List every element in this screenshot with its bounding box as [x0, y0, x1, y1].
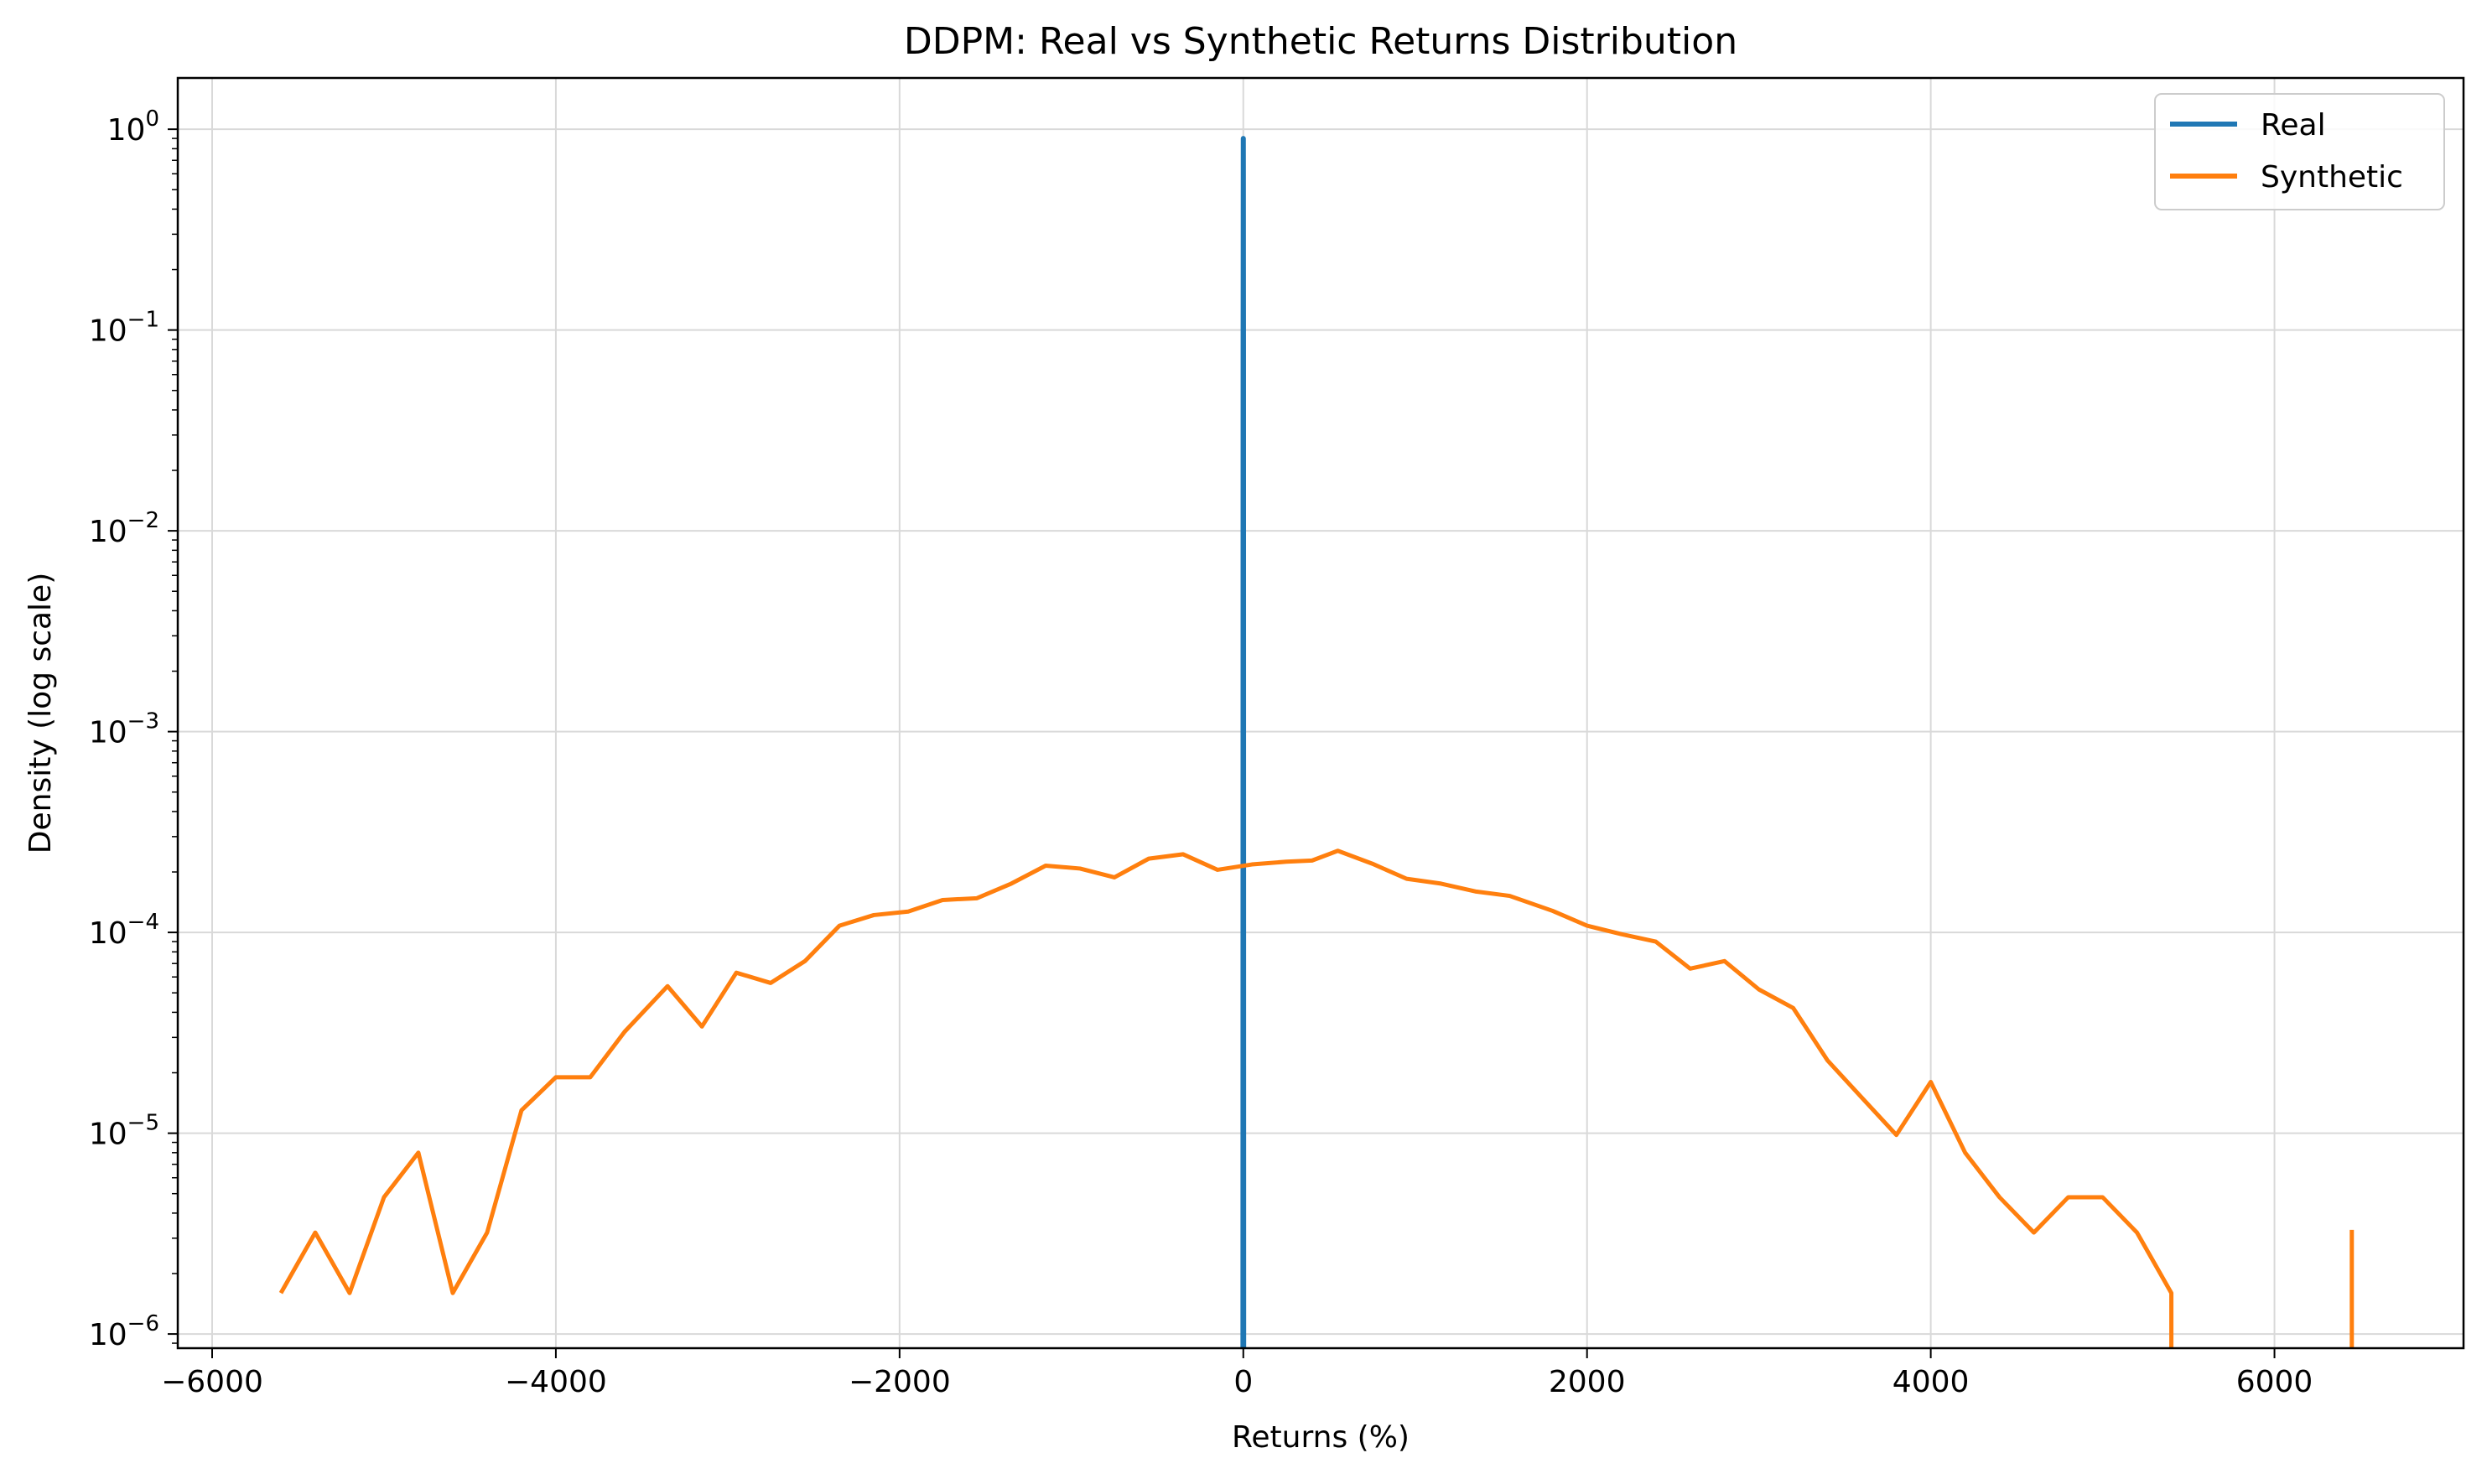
y-tick-base: 10	[89, 1318, 127, 1352]
x-tick-label: 0	[1233, 1365, 1253, 1399]
y-tick-label: 10−2	[89, 508, 159, 549]
y-tick-exponent: 0	[145, 106, 159, 132]
x-tick-label: −4000	[505, 1365, 607, 1399]
y-tick-base: 10	[89, 314, 127, 349]
x-tick-label: 4000	[1893, 1365, 1970, 1399]
y-tick-base: 10	[107, 113, 146, 148]
y-tick-exponent: −5	[127, 1111, 159, 1136]
y-tick-exponent: −2	[127, 508, 159, 533]
x-tick-label: 2000	[1549, 1365, 1626, 1399]
y-tick-label: 10−4	[89, 910, 159, 951]
y-tick-label: 10−5	[89, 1111, 159, 1152]
y-tick-label: 100	[107, 106, 159, 148]
y-tick-base: 10	[89, 716, 127, 750]
y-axis-label: Density (log scale)	[23, 573, 58, 854]
y-tick-exponent: −4	[127, 910, 159, 935]
grid-layer	[178, 78, 2464, 1348]
y-tick-label: 10−3	[89, 709, 159, 750]
legend-label-synthetic: Synthetic	[2261, 160, 2403, 195]
tick-layer: −6000 −4000 −2000 0 2000 4000 600010010−110−21…	[89, 106, 2313, 1399]
legend: Real Synthetic	[2154, 93, 2445, 210]
x-axis-label: Returns (%)	[1232, 1420, 1410, 1455]
y-tick-exponent: −3	[127, 709, 159, 734]
series-layer	[278, 136, 2355, 1349]
x-tick-label: −6000	[161, 1365, 263, 1399]
x-tick-label: 6000	[2236, 1365, 2313, 1399]
y-tick-exponent: −6	[127, 1311, 159, 1336]
y-tick-base: 10	[89, 515, 127, 549]
y-tick-label: 10−6	[89, 1311, 159, 1352]
series-line-synthetic	[278, 848, 2355, 1348]
x-tick-label: −2000	[849, 1365, 951, 1399]
chart-title: DDPM: Real vs Synthetic Returns Distribu…	[904, 20, 1737, 63]
plot-frame	[176, 76, 2465, 1350]
series-line-real	[1240, 136, 1247, 1349]
legend-label-real: Real	[2261, 108, 2326, 143]
y-tick-exponent: −1	[127, 308, 159, 333]
y-tick-base: 10	[89, 1118, 127, 1152]
y-tick-label: 10−1	[89, 308, 159, 349]
y-tick-base: 10	[89, 916, 127, 951]
